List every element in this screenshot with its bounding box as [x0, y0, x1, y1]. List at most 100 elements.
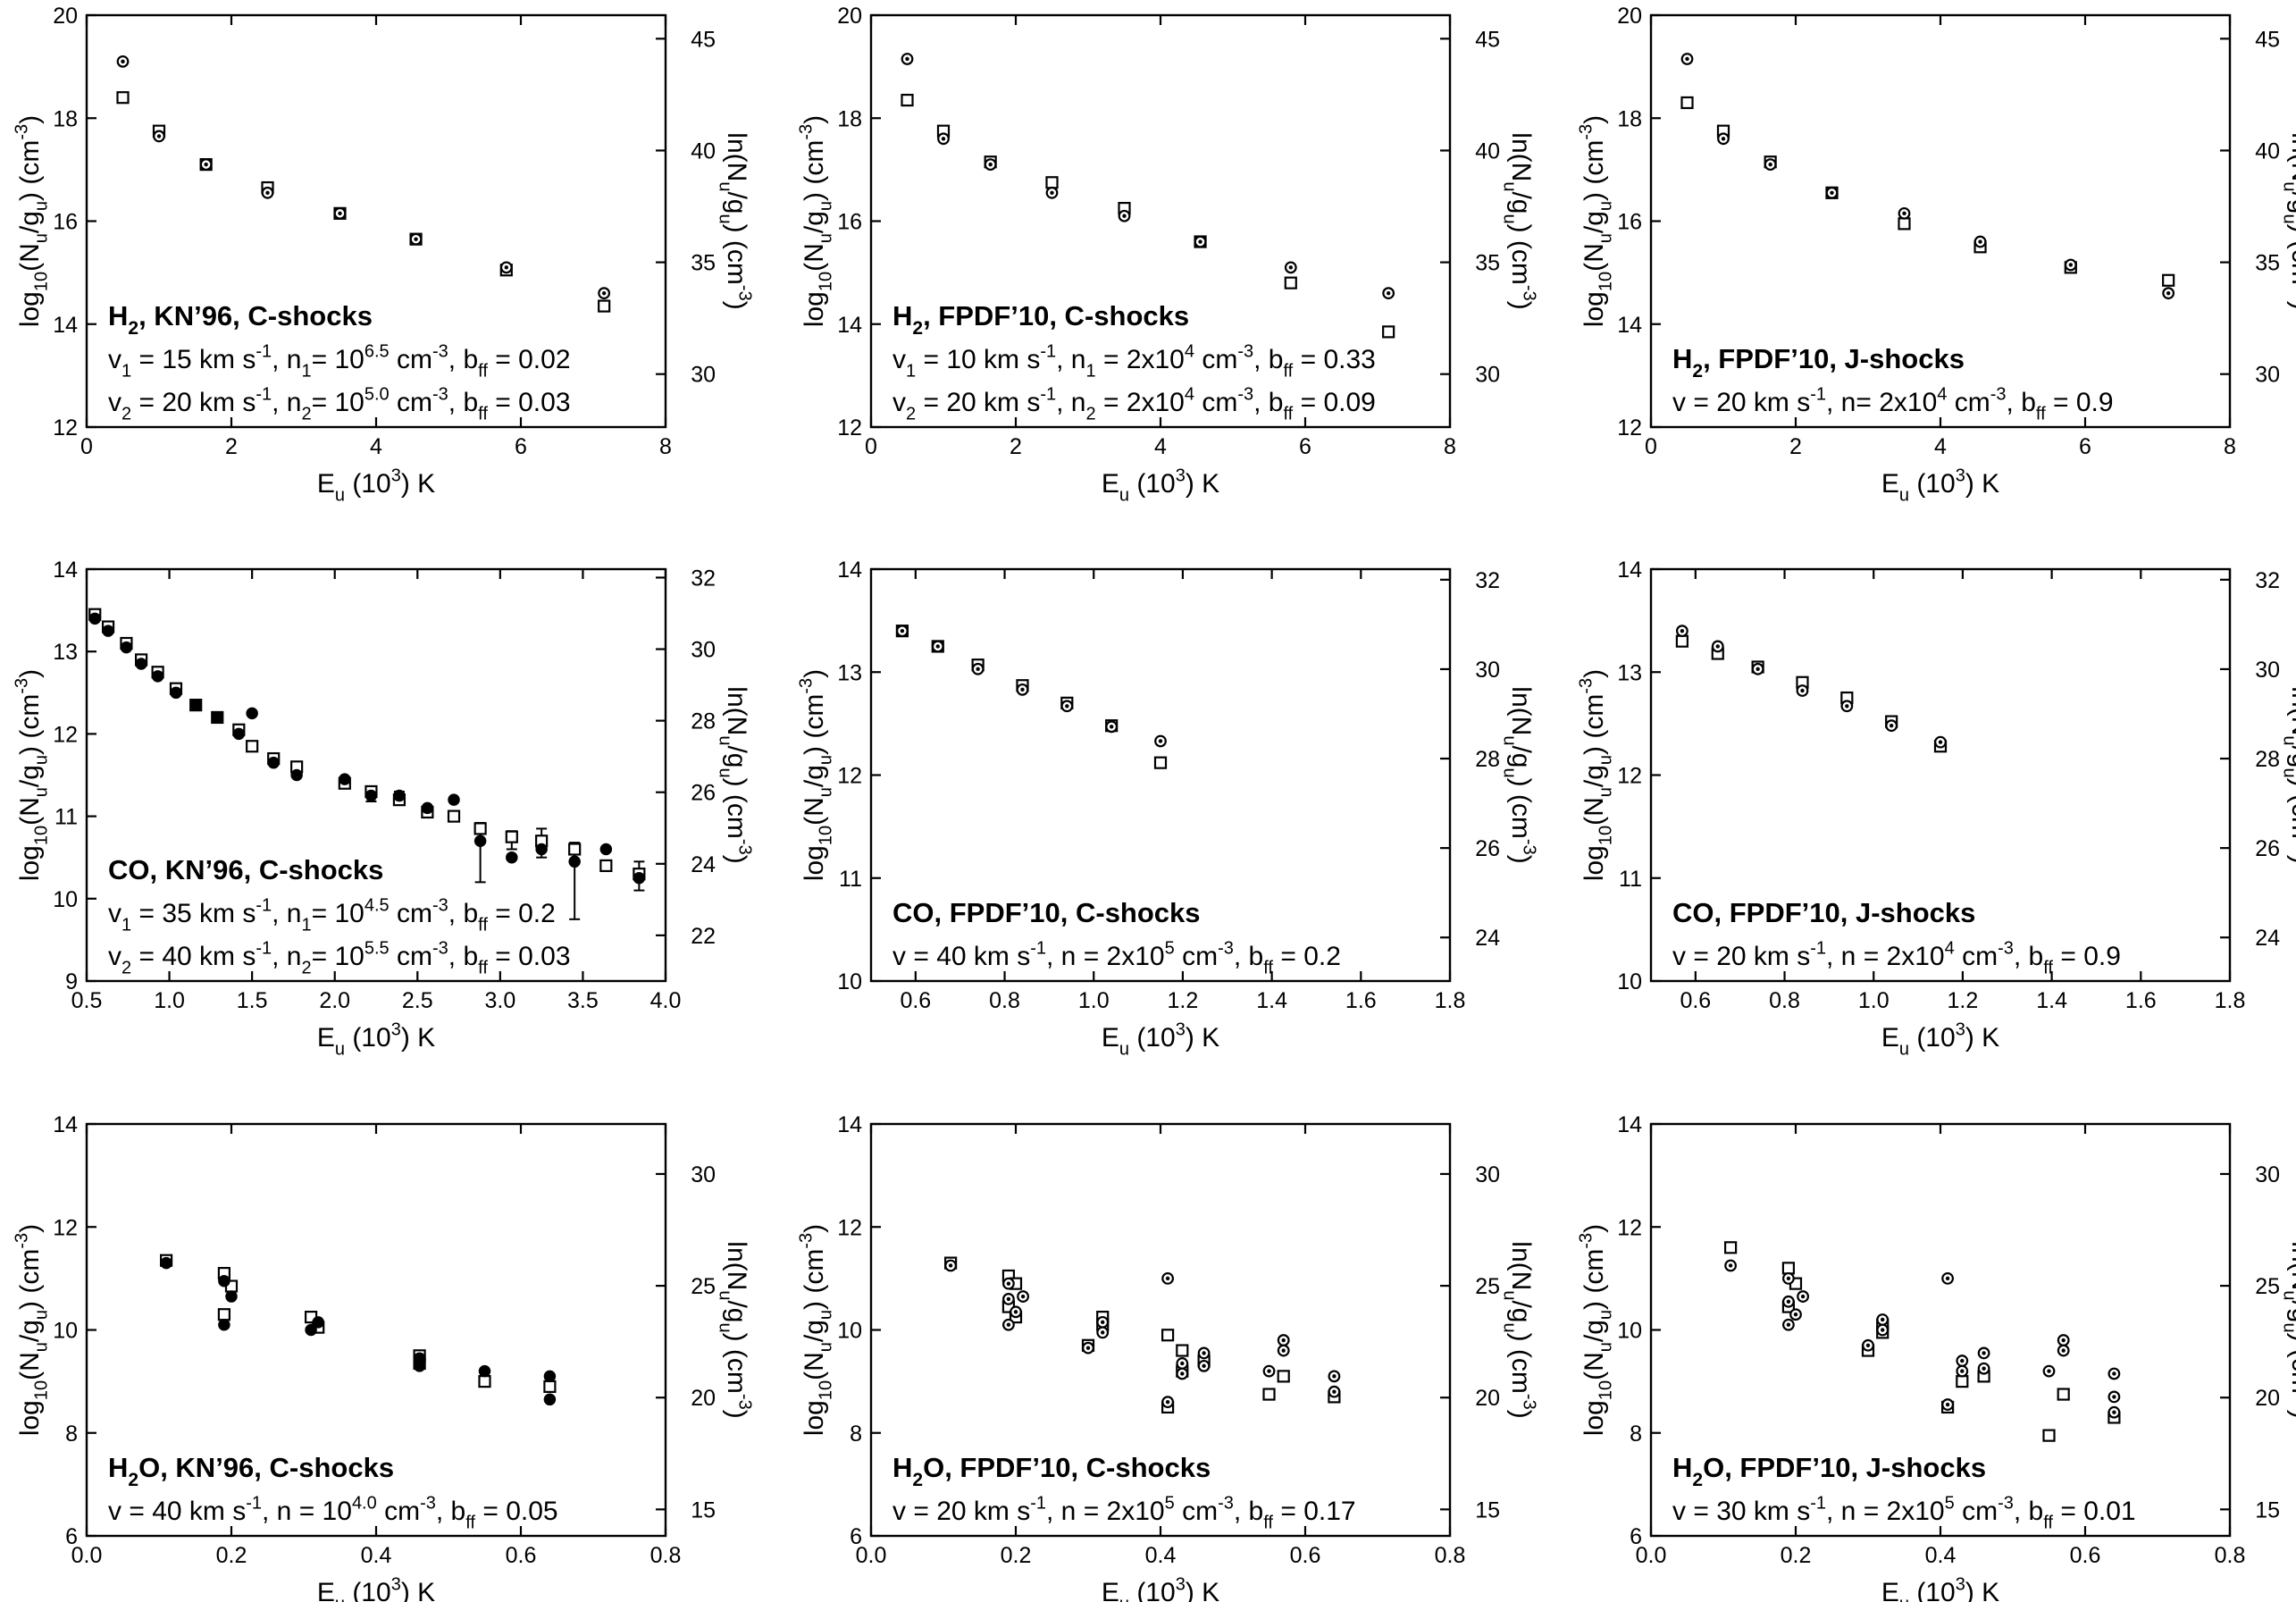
data-point-circle-center: [1006, 1281, 1011, 1286]
data-point-filled-circle: [473, 835, 487, 848]
text-run: 1: [122, 362, 131, 382]
text-run: = 15 km s: [131, 345, 256, 374]
data-point-circle-center: [1793, 1313, 1798, 1317]
text-run: /g: [1580, 1320, 1609, 1342]
text-run: v = 40 km s: [108, 1497, 246, 1526]
data-point-filled-circle: [246, 707, 258, 720]
x-tick-label: 3.0: [484, 988, 515, 1013]
text-run: = 2x10: [1096, 345, 1185, 374]
text-run: 2: [906, 405, 916, 424]
text-run: , n: [272, 942, 301, 971]
text-run: u: [1499, 1322, 1519, 1332]
text-run: u: [32, 233, 52, 243]
data-point-circle-center: [2047, 1369, 2051, 1373]
y-tick-label: 10: [53, 887, 78, 912]
text-run: v: [108, 345, 122, 374]
x-tick-label: 0.2: [1781, 1543, 1812, 1568]
text-run: = 0.03: [488, 942, 571, 971]
text-run: ): [15, 669, 45, 678]
x-tick-label: 1.2: [1948, 988, 1979, 1013]
x-axis-title: Eu (103) K: [317, 1019, 435, 1059]
y2-tick-label: 20: [1475, 1386, 1500, 1411]
text-run: = 20 km s: [131, 388, 256, 417]
data-point-square: [543, 1380, 557, 1393]
data-point-circle-center: [1006, 1322, 1011, 1327]
x-tick-label: 1.6: [1345, 988, 1377, 1013]
text-run: ff: [1263, 959, 1273, 978]
panel-title: H2O, KN’96, C-shocks: [108, 1452, 394, 1490]
text-run: u: [1899, 486, 1909, 506]
y-tick-label: 10: [1617, 969, 1642, 994]
text-run: , b: [1234, 942, 1263, 971]
text-run: u: [1596, 201, 1616, 211]
text-run: , b: [2014, 1497, 2043, 1526]
data-point-circle-center: [1881, 1328, 1885, 1332]
y-tick-label: 10: [53, 1319, 78, 1344]
text-run: H: [108, 300, 128, 331]
text-run: ) (cm: [15, 694, 45, 755]
y-tick-label: 12: [837, 764, 862, 789]
text-run: /g: [722, 191, 751, 214]
text-run: ) (cm: [1506, 1333, 1536, 1394]
text-run: v: [108, 388, 122, 417]
text-run: , b: [448, 899, 478, 928]
x-tick-label: 1.2: [1168, 988, 1199, 1013]
text-run: E: [317, 1578, 335, 1602]
y2-tick-label: 20: [691, 1386, 716, 1411]
text-run: /g: [15, 211, 45, 233]
text-run: cm: [390, 942, 432, 971]
data-point-filled-circle: [135, 658, 147, 670]
text-run: (10: [1129, 1578, 1176, 1602]
text-run: 10: [1596, 1380, 1616, 1400]
text-run: 5: [1165, 938, 1175, 958]
text-run: u: [1596, 1342, 1616, 1352]
y-tick-label: 12: [53, 415, 78, 440]
text-run: -3: [432, 384, 448, 404]
text-run: 1: [122, 916, 131, 935]
text-run: u: [1596, 1310, 1616, 1320]
panel-title: H2, FPDF’10, J-shocks: [1672, 343, 1965, 382]
text-run: v: [108, 899, 122, 928]
text-run: /g: [800, 1320, 829, 1342]
panel-title: CO, FPDF’10, J-shocks: [1672, 897, 1975, 928]
data-point-filled-circle: [543, 1370, 557, 1383]
text-run: -3: [796, 124, 816, 140]
text-run: = 40 km s: [131, 942, 256, 971]
data-point-circle-center: [1050, 190, 1054, 196]
text-run: H: [1672, 343, 1692, 374]
text-run: u: [2279, 181, 2296, 191]
y-tick-label: 8: [850, 1422, 862, 1447]
text-run: u: [1499, 767, 1519, 777]
text-run: , b: [1253, 345, 1283, 374]
text-run: 4.0: [352, 1493, 377, 1513]
text-run: ) (cm: [1506, 778, 1536, 839]
y-tick-label: 18: [1617, 106, 1642, 131]
data-point-circle-center: [935, 644, 940, 649]
data-point-circle-center: [1158, 739, 1163, 743]
data-point-square: [1382, 325, 1395, 339]
y-tick-label: 20: [1617, 4, 1642, 29]
x-tick-label: 2.0: [319, 988, 350, 1013]
y2-axis-title: ln(Nu/gu) (cm-3): [715, 1241, 754, 1418]
data-point-circle-center: [1122, 214, 1127, 218]
data-point-square: [447, 809, 461, 823]
text-run: u: [32, 1310, 52, 1320]
y2-tick-label: 24: [2255, 926, 2280, 951]
text-run: E: [1881, 1023, 1899, 1053]
text-run: u: [2279, 214, 2296, 223]
text-run: u: [1499, 1290, 1519, 1300]
x-tick-label: 0.6: [900, 988, 931, 1013]
model-parameters: v = 30 km s-1, n = 2x105 cm-3, bff = 0.0…: [1672, 1493, 2136, 1532]
text-run: -3: [796, 678, 816, 694]
text-run: ): [722, 301, 751, 310]
panel-4: 0.5 1.0 1.5 2.0 2.5 3.0 3.5 4.09101112131422242…: [12, 558, 754, 1060]
text-run: E: [317, 469, 335, 499]
x-tick-label: 2: [225, 434, 238, 459]
data-point-circle-center: [2112, 1371, 2116, 1376]
text-run: ) (cm: [1580, 140, 1609, 201]
text-run: 2: [912, 1470, 923, 1490]
y-tick-label: 12: [53, 1215, 78, 1240]
text-run: u: [335, 486, 345, 506]
model-parameters: v1 = 15 km s-1, n1= 106.5 cm-3, bff = 0.…: [108, 341, 571, 381]
